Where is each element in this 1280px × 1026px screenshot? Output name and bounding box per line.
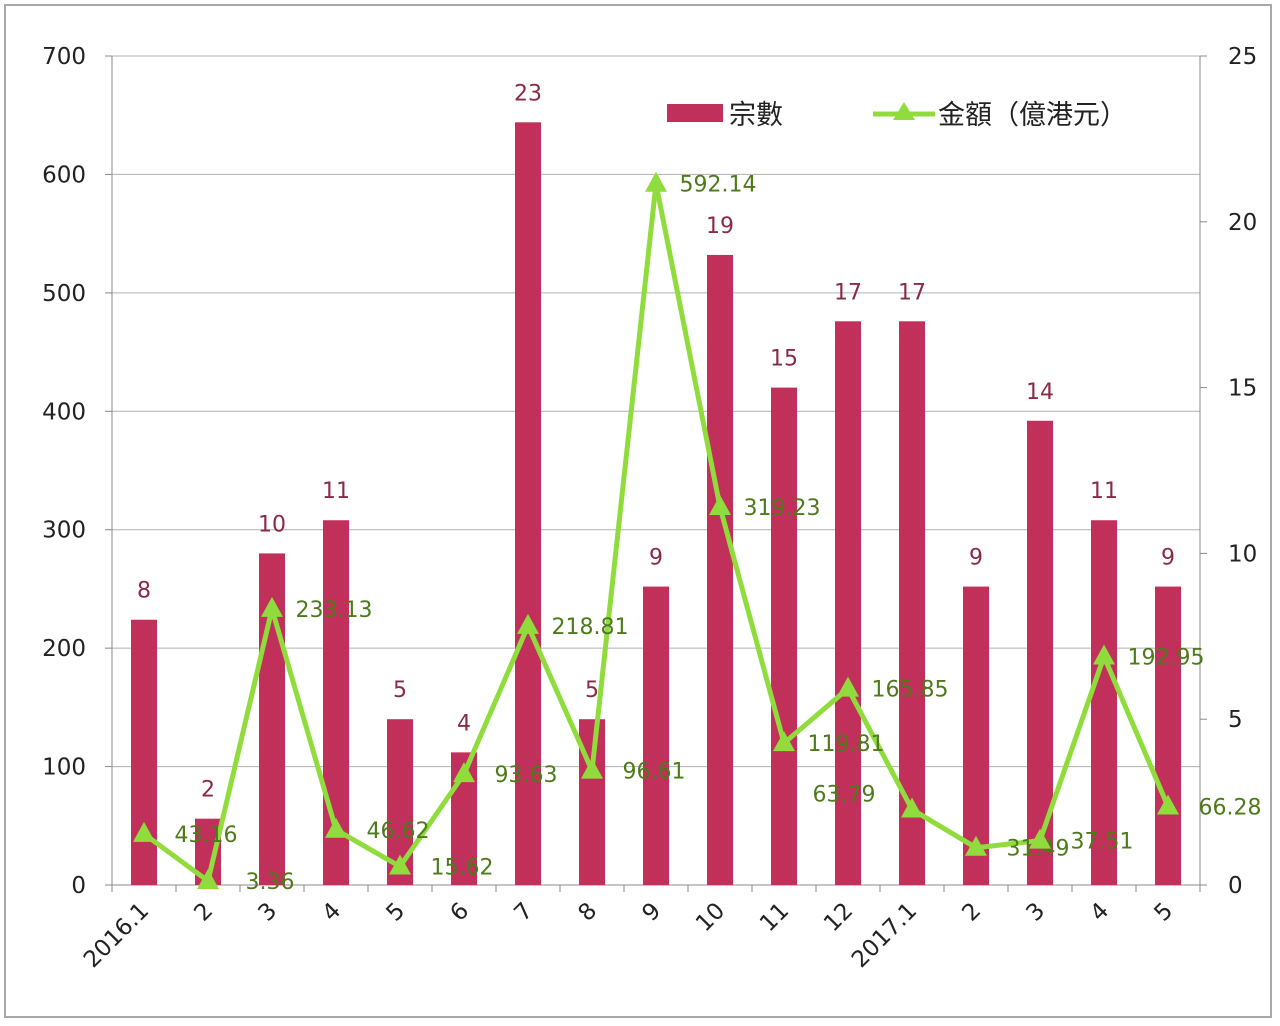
triangle-marker (773, 731, 795, 752)
bar-data-label: 10 (258, 512, 286, 537)
bar-data-label: 23 (514, 81, 542, 106)
line-data-label: 592.14 (680, 173, 757, 198)
bar-data-label: 15 (770, 347, 798, 372)
triangle-marker (901, 797, 923, 818)
line-data-label: 218.81 (552, 615, 629, 640)
triangle-marker (325, 817, 347, 838)
line-data-label: 96.61 (623, 760, 686, 785)
triangle-marker (1093, 644, 1115, 665)
triangle-marker (517, 613, 539, 634)
bar (771, 387, 797, 885)
bar-data-label: 9 (969, 546, 983, 571)
right-tick-label: 25 (1228, 44, 1257, 70)
left-tick-label: 600 (42, 162, 86, 188)
line-data-label: 66.28 (1199, 796, 1262, 821)
x-tick-label: 4 (1086, 898, 1115, 927)
bar-data-label: 17 (898, 280, 926, 305)
left-tick-label: 500 (42, 281, 86, 307)
bar-data-label: 5 (393, 678, 407, 703)
bar-data-label: 5 (585, 678, 599, 703)
bar (515, 122, 541, 885)
bar (707, 254, 733, 885)
bar-data-label: 9 (649, 546, 663, 571)
bar-data-label: 8 (137, 579, 151, 604)
x-tick-label: 11 (755, 898, 794, 937)
x-tick-label: 4 (318, 898, 347, 927)
bar (1155, 586, 1181, 885)
left-tick-label: 0 (71, 873, 86, 899)
x-tick-label: 2 (190, 898, 219, 927)
bar (835, 321, 861, 885)
line-data-label: 119.81 (808, 732, 885, 757)
triangle-marker (261, 596, 283, 617)
x-tick-label: 2 (958, 898, 987, 927)
triangle-marker (197, 869, 219, 890)
x-tick-label: 10 (691, 898, 730, 937)
legend-label-count: 宗數 (729, 100, 783, 131)
triangle-marker (133, 821, 155, 842)
triangle-marker (389, 854, 411, 875)
x-tick-label: 2017.1 (847, 898, 922, 973)
line-data-label: 233.13 (296, 598, 373, 623)
line-data-label: 3.36 (246, 870, 295, 895)
left-tick-label: 700 (42, 44, 86, 70)
line-data-label: 93.63 (495, 763, 558, 788)
chart-frame (4, 4, 1272, 1018)
x-tick-label: 8 (574, 898, 603, 927)
line-data-label: 37.51 (1071, 830, 1134, 855)
x-tick-label: 12 (819, 898, 858, 937)
x-tick-label: 5 (382, 898, 411, 927)
x-tick-label: 9 (638, 898, 667, 927)
left-tick-label: 400 (42, 399, 86, 425)
x-tick-label: 3 (1022, 898, 1051, 927)
bar-data-label: 11 (322, 479, 350, 504)
legend-bar-swatch (667, 104, 723, 122)
right-tick-label: 20 (1228, 210, 1257, 236)
bar-data-label: 19 (706, 214, 734, 239)
line-data-label: 63.79 (813, 782, 876, 807)
bar-data-label: 9 (1161, 546, 1175, 571)
triangle-marker (1029, 828, 1051, 849)
bar-data-label: 14 (1026, 380, 1054, 405)
legend-triangle-icon (893, 102, 915, 120)
x-tick-label: 6 (446, 898, 475, 927)
line-data-label: 319.23 (744, 496, 821, 521)
right-tick-label: 15 (1228, 376, 1257, 402)
bar-data-label: 11 (1090, 479, 1118, 504)
bar (131, 619, 157, 885)
left-tick-label: 100 (42, 755, 86, 781)
x-tick-label: 3 (254, 898, 283, 927)
bar-data-label: 4 (457, 711, 471, 736)
line-data-label: 46.62 (367, 819, 430, 844)
bar-data-label: 17 (834, 280, 862, 305)
right-tick-label: 10 (1228, 541, 1257, 567)
triangle-marker (837, 676, 859, 697)
triangle-marker (581, 758, 603, 779)
x-tick-label: 7 (510, 898, 539, 927)
line-data-label: 15.62 (431, 856, 494, 881)
legend-label-amount: 金額（億港元） (938, 100, 1127, 131)
bar (963, 586, 989, 885)
bar (1027, 420, 1053, 885)
line-data-label: 192.95 (1128, 645, 1205, 670)
bar (1091, 520, 1117, 885)
right-tick-label: 0 (1228, 873, 1243, 899)
x-tick-label: 2016.1 (79, 898, 154, 973)
triangle-marker (453, 762, 475, 783)
bar-data-label: 2 (201, 778, 215, 803)
triangle-marker (1157, 794, 1179, 815)
line-data-label: 43.16 (175, 823, 238, 848)
triangle-marker (645, 171, 667, 192)
right-tick-label: 5 (1228, 707, 1243, 733)
line-data-label: 165.85 (872, 678, 949, 703)
left-tick-label: 200 (42, 636, 86, 662)
x-tick-label: 5 (1150, 898, 1179, 927)
bar (643, 586, 669, 885)
triangle-marker (709, 494, 731, 515)
triangle-marker (965, 835, 987, 856)
left-tick-label: 300 (42, 518, 86, 544)
